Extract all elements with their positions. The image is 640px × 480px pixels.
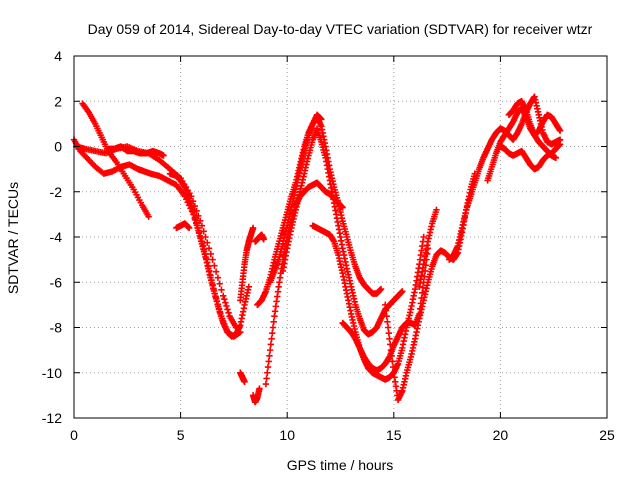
data-point-marker	[387, 346, 395, 354]
data-point-marker	[220, 292, 227, 300]
data-point-marker	[193, 207, 200, 215]
data-point-marker	[269, 329, 276, 337]
data-point-marker	[256, 385, 263, 392]
y-tick-label: -4	[50, 229, 63, 245]
data-point-marker	[387, 341, 394, 348]
data-point-marker	[552, 154, 560, 162]
data-point-marker	[386, 335, 393, 343]
data-point-marker	[205, 245, 213, 252]
series-arc-i	[249, 385, 263, 406]
x-tick-label: 5	[177, 427, 185, 443]
y-tick-label: 2	[54, 93, 62, 109]
data-point-marker	[270, 318, 277, 326]
data-point-marker	[389, 363, 397, 371]
data-point-marker	[211, 262, 218, 269]
data-point-marker	[204, 239, 211, 246]
data-point-marker	[263, 375, 270, 382]
data-point-marker	[222, 299, 229, 306]
data-point-marker	[218, 286, 225, 293]
data-point-marker	[389, 358, 396, 365]
data-point-marker	[249, 224, 257, 232]
data-point-marker	[266, 352, 273, 359]
data-point-marker	[388, 352, 395, 359]
series-arc-h	[237, 369, 248, 385]
data-point-marker	[245, 283, 253, 290]
data-point-marker	[195, 212, 202, 220]
data-point-marker	[384, 324, 392, 331]
data-point-marker	[160, 152, 167, 159]
data-point-marker	[377, 285, 385, 293]
series-arc-e	[166, 170, 253, 340]
x-tick-label: 20	[493, 427, 509, 443]
series-arc-r	[416, 206, 440, 290]
series-arc-d	[104, 143, 167, 159]
y-tick-label: -12	[42, 410, 62, 426]
data-point-marker	[185, 224, 193, 232]
data-point-marker	[267, 341, 275, 348]
data-point-marker	[383, 312, 390, 320]
data-points	[70, 93, 564, 406]
data-point-marker	[260, 236, 267, 243]
data-point-marker	[433, 206, 440, 214]
data-point-marker	[207, 250, 215, 258]
series-arc-v	[505, 98, 560, 162]
data-point-marker	[223, 302, 230, 310]
data-point-marker	[420, 233, 427, 241]
data-point-marker	[264, 369, 271, 376]
y-axis-label: SDTVAR / TECUs	[5, 182, 21, 294]
series-arc-m	[266, 113, 385, 297]
data-point-marker	[266, 346, 274, 354]
data-point-marker	[385, 329, 393, 337]
data-point-marker	[382, 301, 389, 309]
data-point-marker	[384, 318, 391, 326]
x-tick-label: 10	[279, 427, 295, 443]
y-tick-label: 4	[54, 48, 62, 64]
data-point-marker	[268, 335, 275, 343]
y-tick-label: -6	[50, 274, 63, 290]
data-point-marker	[269, 324, 277, 331]
data-point-marker	[556, 127, 564, 134]
series-arc-s	[446, 93, 564, 263]
data-point-marker	[214, 274, 222, 281]
data-point-marker	[556, 141, 564, 148]
y-tick-label: -2	[50, 184, 63, 200]
x-tick-label: 25	[599, 427, 615, 443]
data-point-marker	[216, 280, 223, 287]
data-point-marker	[209, 256, 216, 263]
data-point-marker	[399, 288, 406, 295]
series-arc-j	[252, 231, 267, 245]
x-axis-label: GPS time / hours	[287, 457, 394, 473]
chart-title: Day 059 of 2014, Sidereal Day-to-day VTE…	[88, 21, 593, 37]
x-tick-label: 15	[386, 427, 402, 443]
data-point-marker	[221, 296, 228, 303]
y-tick-label: -10	[42, 365, 62, 381]
data-point-marker	[382, 307, 390, 314]
y-tick-label: 0	[54, 139, 62, 155]
series-arc-g	[237, 224, 257, 304]
data-point-marker	[202, 233, 209, 241]
axis-ticks: 0 5 10 15 20 25 -12 -10 -8 -6 -4 -2 0 2 4	[42, 48, 615, 443]
data-point-marker	[264, 363, 272, 371]
data-point-marker	[241, 378, 248, 385]
data-point-marker	[262, 380, 270, 388]
series-arc-f	[173, 220, 193, 232]
data-point-marker	[145, 213, 152, 220]
y-tick-label: -8	[50, 320, 63, 336]
data-point-marker	[212, 268, 220, 275]
data-point-marker	[225, 309, 232, 316]
data-point-marker	[265, 358, 272, 365]
data-point-marker	[224, 306, 231, 313]
x-tick-label: 0	[70, 427, 78, 443]
